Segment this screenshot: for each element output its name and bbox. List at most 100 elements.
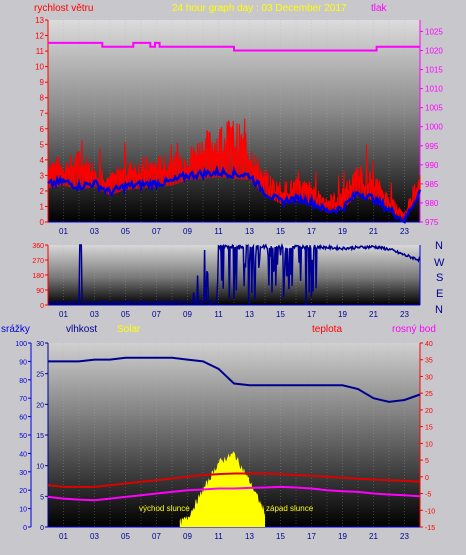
right-tick-label: 985 (425, 180, 439, 189)
left-tick-label: 5 (40, 140, 45, 149)
humidity-line (48, 356, 421, 403)
left-tick-label: 360 (32, 243, 44, 250)
left-tick-label: 25 (36, 372, 44, 379)
right-tick-label: 40 (425, 341, 433, 348)
left-tick-label: 270 (32, 258, 44, 265)
pressure-label: tlak (371, 3, 388, 14)
right-tick-label: -10 (425, 508, 435, 515)
x-tick-label: 11 (214, 310, 223, 319)
sunrise-label: východ slunce (139, 504, 190, 513)
left-tick-label: 3 (40, 171, 45, 180)
direction-label-n-top: N (435, 240, 443, 252)
left-tick-label: 90 (19, 359, 27, 366)
left-tick-label: 20 (36, 402, 44, 409)
x-tick-label: 01 (59, 227, 68, 236)
x-tick-label: 19 (338, 310, 347, 319)
x-tick-label: 15 (276, 227, 285, 236)
solar-label: Solar (117, 324, 141, 335)
right-tick-label: 1005 (425, 104, 443, 113)
chart-title: 24 hour graph day : 03 December 2017 (172, 3, 347, 14)
left-tick-label: 50 (19, 433, 27, 440)
sunset-label: západ slunce (266, 504, 314, 513)
x-tick-label: 09 (183, 310, 192, 319)
x-tick-label: 03 (90, 227, 99, 236)
x-tick-label: 17 (307, 227, 316, 236)
left-tick-label: 10 (19, 507, 27, 514)
x-tick-label: 19 (338, 227, 347, 236)
right-tick-label: 1010 (425, 85, 443, 94)
right-tick-label: 0 (425, 475, 429, 482)
x-tick-label: 13 (245, 227, 254, 236)
right-tick-label: 5 (425, 458, 429, 465)
direction-label-s: S (436, 272, 443, 284)
left-tick-label: 2 (40, 187, 45, 196)
axes (28, 19, 423, 528)
left-tick-label: 0 (23, 525, 27, 532)
wind-average-line (47, 164, 422, 224)
x-tick-label: 21 (369, 532, 378, 541)
right-tick-label: 995 (425, 142, 439, 151)
right-tick-label: 20 (425, 408, 433, 415)
left-tick-label: 10 (36, 464, 44, 471)
x-tick-label: 11 (214, 227, 223, 236)
right-tick-label: 1015 (425, 66, 443, 75)
direction-label-w: W (434, 257, 445, 269)
temperature-label: teplota (312, 324, 342, 335)
temperature-line (47, 472, 421, 488)
x-tick-label: 05 (121, 227, 130, 236)
wind-speed-label: rychlost větru (34, 3, 93, 14)
x-tick-label: 09 (183, 532, 192, 541)
humidity-label: vlhkost (66, 324, 97, 335)
x-tick-label: 01 (59, 310, 68, 319)
right-tick-label: 1025 (425, 27, 443, 36)
left-tick-label: 0 (40, 218, 45, 227)
x-tick-label: 23 (400, 227, 409, 236)
left-tick-label: 80 (19, 378, 27, 385)
left-tick-label: 13 (35, 16, 44, 25)
x-tick-label: 17 (307, 532, 316, 541)
left-tick-label: 8 (40, 94, 45, 103)
left-tick-label: 5 (40, 494, 44, 501)
left-tick-label: 60 (19, 415, 27, 422)
direction-label-e: E (436, 288, 443, 300)
x-tick-label: 07 (152, 227, 161, 236)
series-layer (47, 41, 422, 527)
direction-label-n-bottom: N (435, 304, 443, 316)
wind-direction-line (47, 242, 421, 306)
x-tick-label: 15 (276, 310, 285, 319)
x-tick-label: 13 (245, 532, 254, 541)
left-tick-label: 12 (35, 32, 44, 41)
left-tick-label: 11 (36, 47, 45, 56)
right-tick-label: 10 (425, 441, 433, 448)
right-tick-label: 990 (425, 161, 439, 170)
right-tick-label: -5 (425, 492, 431, 499)
right-tick-label: 1000 (425, 123, 443, 132)
x-tick-label: 05 (121, 532, 130, 541)
x-tick-label: 15 (276, 532, 285, 541)
wind-gust-line (47, 118, 421, 221)
left-tick-label: 30 (36, 341, 44, 348)
left-tick-label: 10 (35, 63, 44, 72)
x-tick-label: 23 (400, 532, 409, 541)
right-tick-label: 1020 (425, 46, 443, 55)
pressure-line (48, 41, 420, 52)
left-tick-label: 70 (19, 396, 27, 403)
left-tick-label: 7 (40, 109, 45, 118)
right-tick-label: -15 (425, 525, 435, 532)
x-tick-label: 09 (183, 227, 192, 236)
right-tick-label: 30 (425, 374, 433, 381)
left-tick-label: 4 (40, 156, 45, 165)
left-tick-label: 100 (15, 341, 27, 348)
left-tick-label: 30 (19, 470, 27, 477)
x-tick-label: 05 (121, 310, 130, 319)
left-tick-label: 1 (40, 202, 45, 211)
dew-point-line (47, 485, 421, 502)
x-tick-label: 17 (307, 310, 316, 319)
x-tick-label: 23 (400, 310, 409, 319)
left-tick-label: 15 (36, 433, 44, 440)
x-tick-label: 11 (214, 532, 223, 541)
x-tick-label: 01 (59, 532, 68, 541)
